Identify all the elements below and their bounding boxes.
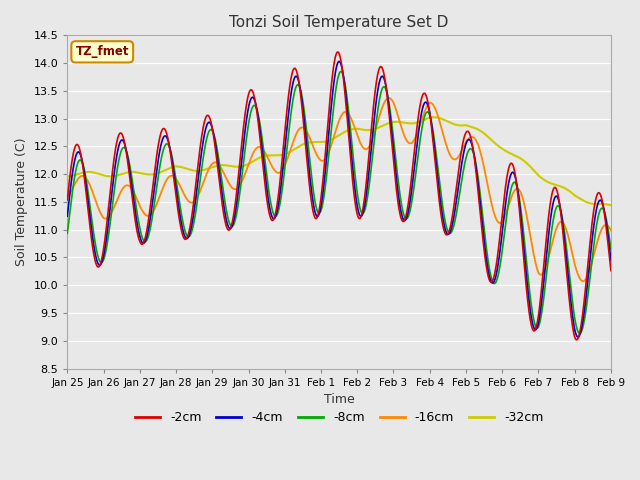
Title: Tonzi Soil Temperature Set D: Tonzi Soil Temperature Set D <box>230 15 449 30</box>
Legend: -2cm, -4cm, -8cm, -16cm, -32cm: -2cm, -4cm, -8cm, -16cm, -32cm <box>130 406 548 429</box>
Y-axis label: Soil Temperature (C): Soil Temperature (C) <box>15 138 28 266</box>
X-axis label: Time: Time <box>324 393 355 406</box>
Text: TZ_fmet: TZ_fmet <box>76 45 129 59</box>
